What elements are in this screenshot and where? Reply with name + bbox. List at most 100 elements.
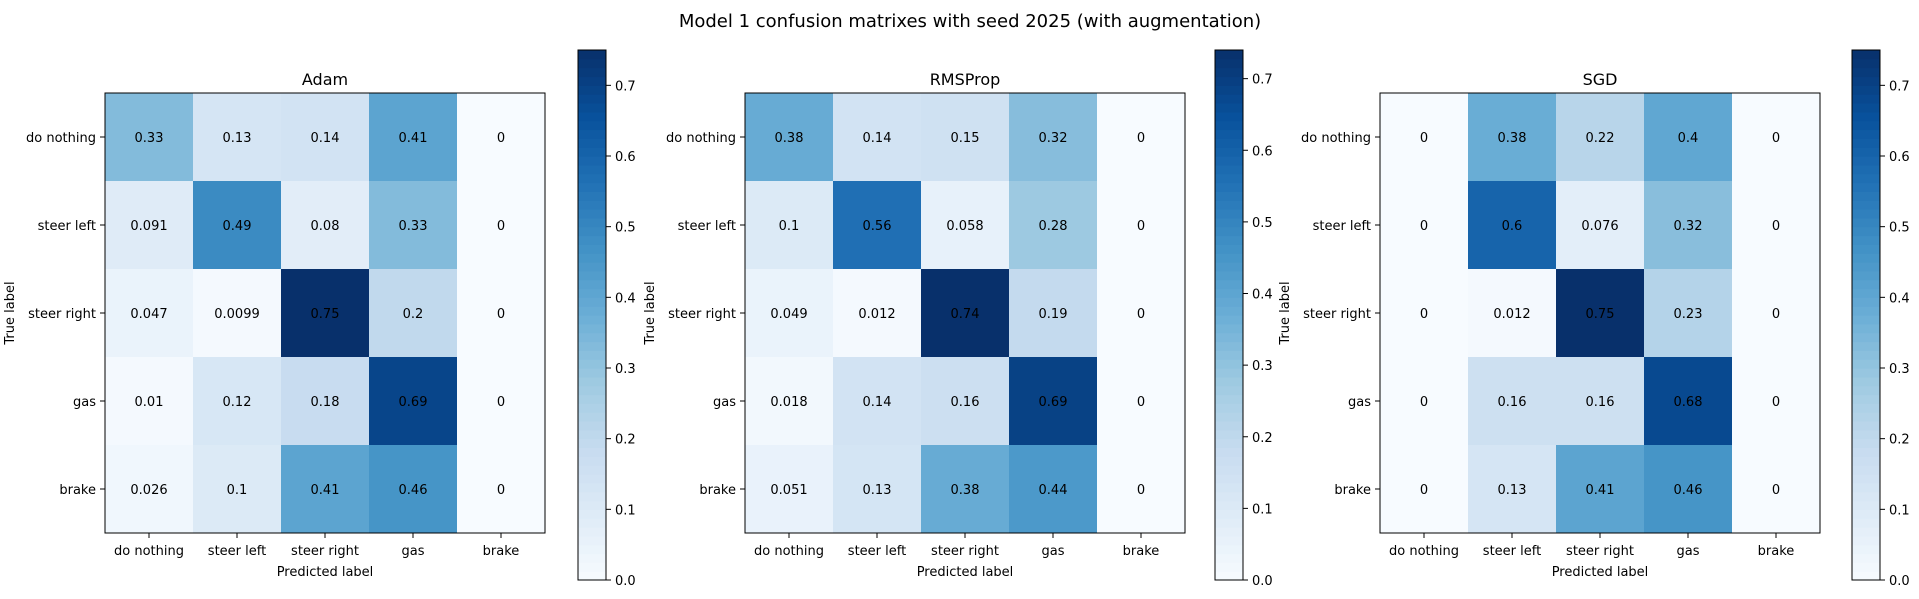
colorbar-segment <box>1215 527 1243 537</box>
colorbar-segment <box>1215 456 1243 466</box>
heatmap-cell <box>1009 269 1097 357</box>
y-tick-label: brake <box>699 483 736 498</box>
colorbar-segment <box>1852 191 1880 201</box>
cell-value-label: 0.12 <box>223 395 252 410</box>
heatmap-cell <box>281 93 369 181</box>
x-axis-label: Predicted label <box>917 565 1014 580</box>
heatmap-cell <box>105 93 193 181</box>
cell-value-label: 0.6 <box>1502 219 1523 234</box>
cell-value-label: 0.01 <box>135 395 164 410</box>
colorbar-segment <box>1852 173 1880 184</box>
heatmap-cell <box>281 357 369 445</box>
colorbar-segment <box>578 288 606 298</box>
colorbar-segment <box>1852 288 1880 298</box>
colorbar-segment <box>1852 262 1880 272</box>
colorbar-segment <box>1215 509 1243 519</box>
colorbar-segment <box>1215 209 1243 219</box>
colorbar-segment <box>578 129 606 139</box>
heatmap-cell <box>281 181 369 269</box>
cell-value-label: 0.2 <box>403 307 424 322</box>
cell-value-label: 0.46 <box>1674 483 1703 498</box>
colorbar-segment <box>1852 509 1880 519</box>
cell-value-label: 0.69 <box>1039 395 1068 410</box>
cell-value-label: 0.46 <box>399 483 428 498</box>
colorbar-segment <box>578 491 606 502</box>
cell-value-label: 0.18 <box>311 395 340 410</box>
colorbar-segment <box>578 474 606 484</box>
cell-value-label: 0.56 <box>863 219 892 234</box>
colorbar-segment <box>578 332 606 343</box>
heatmap-cell <box>193 181 281 269</box>
cell-value-label: 0.14 <box>863 131 892 146</box>
y-tick-label: gas <box>713 395 736 410</box>
cell-value-label: 0.75 <box>311 307 340 322</box>
colorbar-segment <box>1215 438 1243 449</box>
colorbar-segment <box>1852 297 1880 307</box>
colorbar-segment <box>1852 129 1880 139</box>
colorbar-segment <box>1852 474 1880 484</box>
colorbar-tick-label: 0.4 <box>1252 288 1273 303</box>
cell-value-label: 0 <box>1772 131 1780 146</box>
heatmap-cell <box>921 357 1009 445</box>
colorbar-segment <box>1852 518 1880 528</box>
colorbar-segment <box>578 447 606 457</box>
heatmap-cell <box>1380 181 1468 269</box>
colorbar-segment <box>578 191 606 201</box>
cell-value-label: 0.091 <box>130 219 167 234</box>
colorbar-tick-label: 0.3 <box>1252 359 1273 374</box>
heatmap-cell <box>1097 181 1185 269</box>
colorbar-segment <box>578 403 606 413</box>
x-tick-label: steer left <box>208 544 266 559</box>
colorbar-tick-label: 0.5 <box>1889 221 1910 236</box>
colorbar-segment <box>1852 85 1880 95</box>
colorbar-segment <box>1852 368 1880 378</box>
colorbar-segment <box>578 500 606 510</box>
colorbar-segment <box>1215 270 1243 281</box>
colorbar-segment <box>1215 447 1243 457</box>
colorbar-segment <box>578 465 606 475</box>
cell-value-label: 0 <box>1420 131 1428 146</box>
colorbar-segment <box>578 244 606 254</box>
y-tick-label: steer right <box>1303 307 1371 322</box>
cell-value-label: 0.1 <box>779 219 800 234</box>
cell-value-label: 0.69 <box>399 395 428 410</box>
colorbar-segment <box>578 226 606 237</box>
cell-value-label: 0.012 <box>1493 307 1530 322</box>
heatmap-cell <box>281 445 369 533</box>
colorbar-tick-label: 0.5 <box>615 221 636 236</box>
cell-value-label: 0.076 <box>1581 219 1618 234</box>
heatmap-cell <box>1644 269 1732 357</box>
colorbar-segment <box>1215 103 1243 113</box>
x-tick-label: gas <box>1677 544 1700 559</box>
heatmap-cell <box>1732 181 1820 269</box>
colorbar-segment <box>1215 111 1243 122</box>
heatmap-cell <box>921 93 1009 181</box>
colorbar-segment <box>578 421 606 431</box>
colorbar-tick-label: 0.7 <box>615 79 636 94</box>
cell-value-label: 0.4 <box>1678 131 1699 146</box>
x-tick-label: do nothing <box>1389 544 1459 559</box>
heatmap-cell <box>1380 93 1468 181</box>
colorbar-segment <box>578 279 606 290</box>
colorbar-segment <box>1852 562 1880 572</box>
heatmap-cell <box>1644 357 1732 445</box>
colorbar-segment <box>1852 120 1880 131</box>
colorbar-segment <box>1852 315 1880 325</box>
cell-value-label: 0.22 <box>1586 131 1615 146</box>
heatmap-cell <box>1644 181 1732 269</box>
y-tick-label: steer left <box>678 219 736 234</box>
colorbar-segment <box>578 368 606 378</box>
colorbar-segment <box>1215 262 1243 272</box>
colorbar-segment <box>1215 288 1243 298</box>
colorbar-segment <box>1852 482 1880 493</box>
cell-value-label: 0.16 <box>1586 395 1615 410</box>
colorbar-tick-label: 0.1 <box>1252 502 1273 517</box>
y-tick-label: gas <box>73 395 96 410</box>
x-tick-label: steer right <box>291 544 359 559</box>
heatmap-cell <box>369 445 457 533</box>
x-tick-label: brake <box>483 544 520 559</box>
colorbar-segment <box>1852 306 1880 316</box>
colorbar-segment <box>578 323 606 334</box>
heatmap-cell <box>1468 93 1556 181</box>
colorbar-frame <box>1214 49 1244 581</box>
